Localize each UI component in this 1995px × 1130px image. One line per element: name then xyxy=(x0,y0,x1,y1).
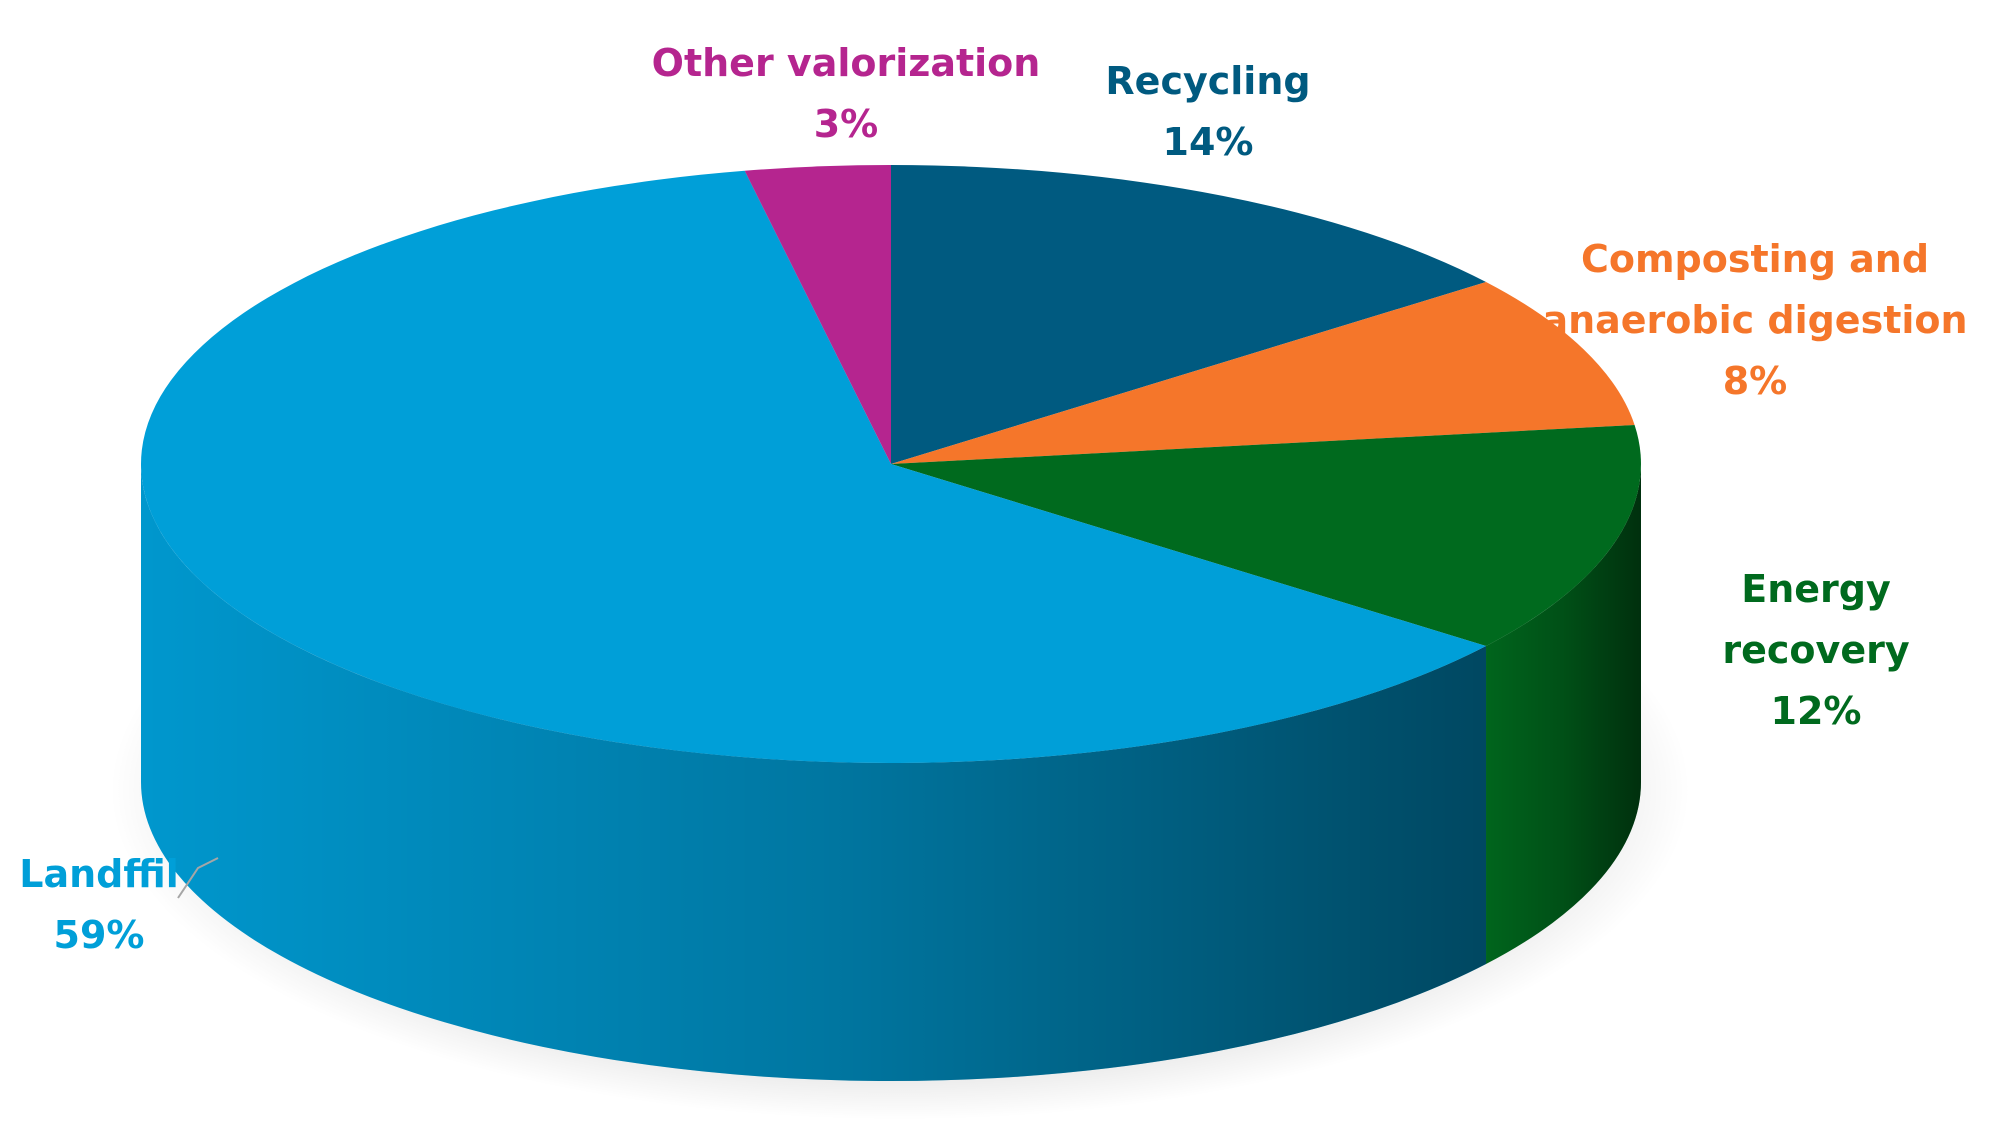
data-label: Composting and anaerobic digestion 8% xyxy=(1535,229,1975,411)
value-label: 8% xyxy=(1722,358,1788,403)
leader-line xyxy=(177,857,219,899)
slice xyxy=(891,165,1487,464)
category-label: Landffil xyxy=(19,852,179,897)
value-label: 12% xyxy=(1770,688,1862,733)
slice xyxy=(891,281,1635,464)
pie-sides xyxy=(140,464,1641,1081)
data-label: Energy recovery 12% xyxy=(1722,559,1909,741)
pie-top xyxy=(140,165,1641,763)
value-label: 14% xyxy=(1162,120,1254,164)
data-label: Landffil 59% xyxy=(19,844,179,966)
side-shade xyxy=(1486,464,1641,965)
slice xyxy=(140,170,1487,763)
data-label: Recycling 14% xyxy=(1105,51,1310,173)
value-label: 3% xyxy=(813,102,879,146)
side-shade xyxy=(140,464,1487,1081)
slice xyxy=(744,165,891,464)
category-label: Other valorization xyxy=(651,41,1041,86)
slice xyxy=(891,424,1641,647)
value-label: 59% xyxy=(53,913,145,957)
category-label: Energy recovery xyxy=(1722,566,1910,672)
category-label: Composting and anaerobic digestion xyxy=(1542,236,1968,342)
category-label: Recycling xyxy=(1105,59,1311,104)
data-label: Other valorization 3% xyxy=(652,33,1041,155)
